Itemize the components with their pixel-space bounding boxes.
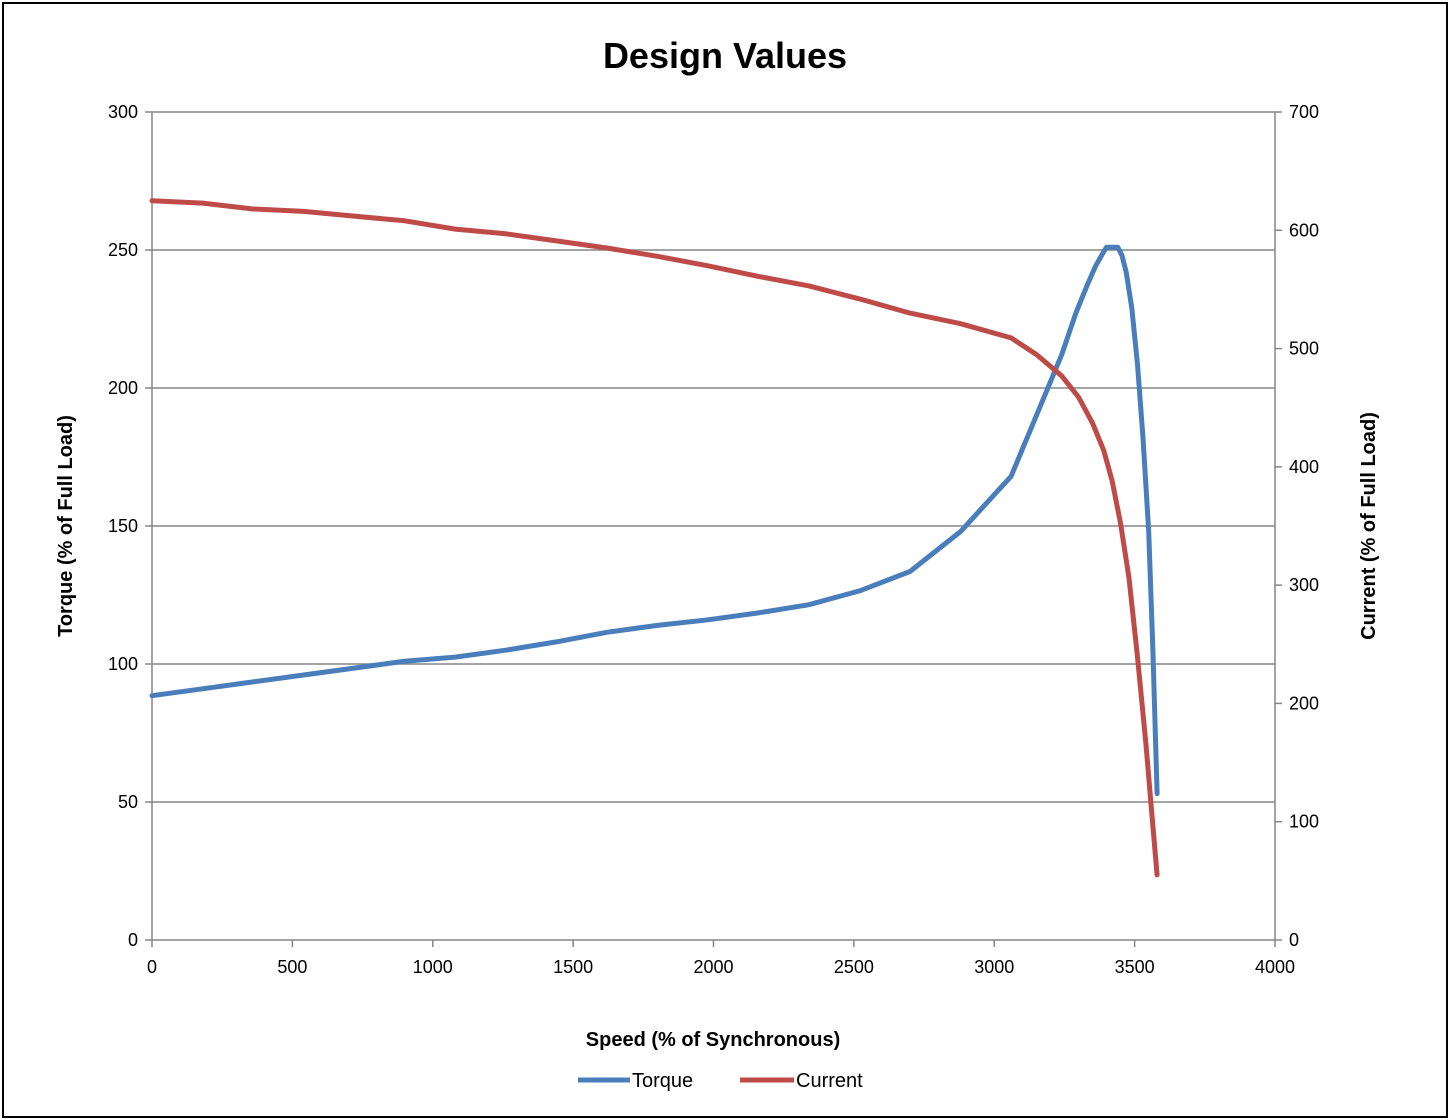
y-axis-right: 0 100 200 300 400 500 600 700 <box>1275 102 1319 950</box>
y2-tick-label: 0 <box>1289 930 1299 950</box>
y-tick-label: 300 <box>108 102 138 122</box>
x-tick-label: 1500 <box>553 957 593 977</box>
x-tick-label: 3000 <box>974 957 1014 977</box>
x-tick-label: 2500 <box>834 957 874 977</box>
legend-label-current: Current <box>796 1070 863 1092</box>
series-line-current <box>149 198 1160 878</box>
y-axis-left-title: Torque (% of Full Load) <box>55 415 77 637</box>
y2-tick-label: 700 <box>1289 102 1319 122</box>
y2-tick-label: 600 <box>1289 220 1319 240</box>
series-line-torque <box>149 244 1160 797</box>
legend: Torque Current <box>578 1070 863 1092</box>
y2-tick-label: 300 <box>1289 575 1319 595</box>
gridlines <box>152 249 1275 803</box>
x-tick-label: 4000 <box>1255 957 1295 977</box>
y2-tick-label: 400 <box>1289 457 1319 477</box>
y-axis-left: 0 50 100 150 200 250 300 <box>108 102 152 950</box>
y-tick-label: 250 <box>108 240 138 260</box>
x-axis: 0 500 1000 1500 2000 2500 3000 3500 4000 <box>147 940 1295 977</box>
y2-tick-label: 200 <box>1289 693 1319 713</box>
y-tick-label: 100 <box>108 654 138 674</box>
chart-title: Design Values <box>603 35 847 76</box>
y-tick-label: 200 <box>108 378 138 398</box>
y-tick-label: 150 <box>108 516 138 536</box>
series-layer <box>149 198 1160 878</box>
x-tick-label: 3500 <box>1115 957 1155 977</box>
y2-tick-label: 100 <box>1289 812 1319 832</box>
y-axis-right-title: Current (% of Full Load) <box>1358 412 1380 640</box>
y-tick-label: 0 <box>128 930 138 950</box>
y2-tick-label: 500 <box>1289 339 1319 359</box>
x-tick-label: 0 <box>147 957 157 977</box>
x-tick-label: 1000 <box>413 957 453 977</box>
x-axis-title: Speed (% of Synchronous) <box>586 1029 840 1051</box>
legend-label-torque: Torque <box>632 1070 693 1092</box>
x-tick-label: 2000 <box>693 957 733 977</box>
x-tick-label: 500 <box>277 957 307 977</box>
y-tick-label: 50 <box>118 792 138 812</box>
